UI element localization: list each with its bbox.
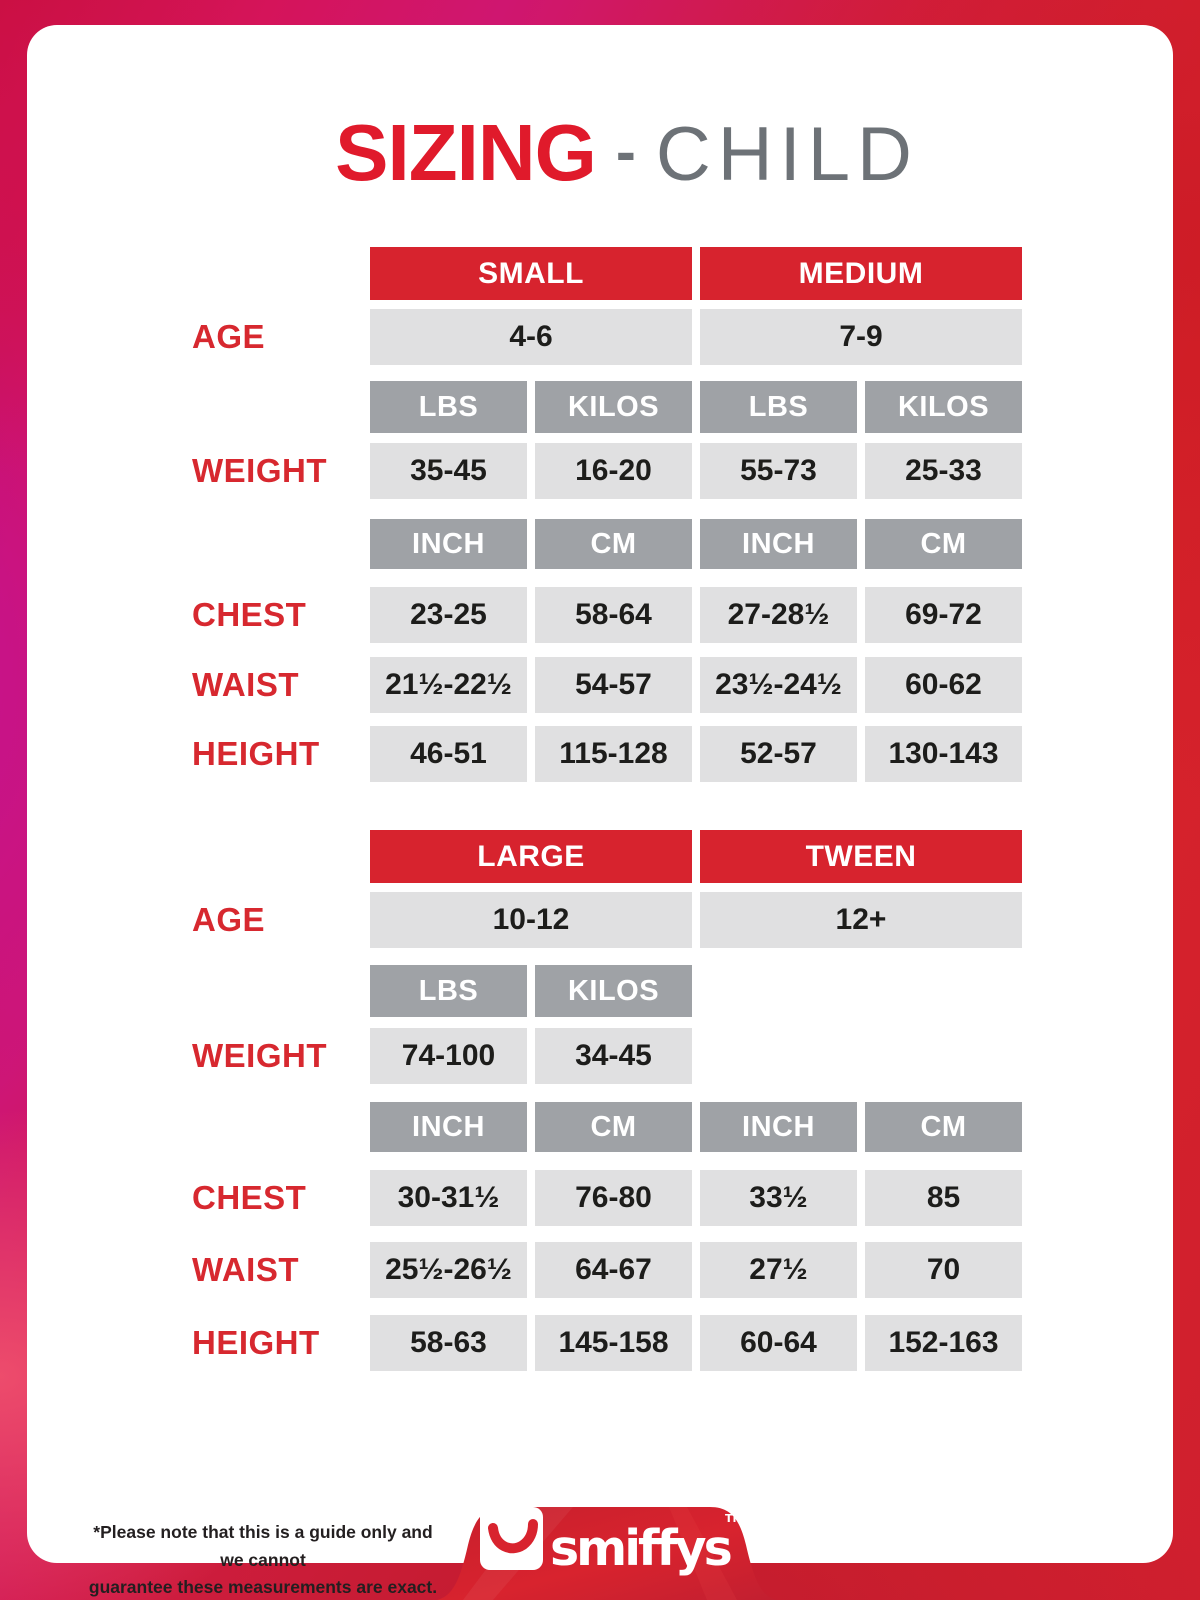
unit-header-cm: CM [865, 519, 1022, 569]
size-header-tween: TWEEN [700, 830, 1022, 883]
row-label-age: AGE [192, 901, 266, 938]
table1-waist-row: WAIST 21½-22½ 54-57 23½-24½ 60-62 [192, 657, 1022, 713]
table2-weight-row: WEIGHT 74-100 34-45 [192, 1028, 1022, 1084]
row-label-weight: WEIGHT [192, 452, 327, 489]
unit-header-kilos: KILOS [865, 381, 1022, 433]
size-header-small: SMALL [370, 247, 692, 300]
table1-weight-row: WEIGHT 35-45 16-20 55-73 25-33 [192, 443, 1022, 499]
title-sizing: SIZING [335, 108, 597, 197]
table2-height-row: HEIGHT 58-63 145-158 60-64 152-163 [192, 1315, 1022, 1371]
table2-size-header-row: LARGE TWEEN [192, 830, 1022, 883]
height-cell: 58-63 [370, 1315, 527, 1371]
table2-age-row: AGE 10-12 12+ [192, 892, 1022, 948]
smile-icon [480, 1507, 543, 1570]
chest-cell: 23-25 [370, 587, 527, 643]
waist-cell: 25½-26½ [370, 1242, 527, 1298]
height-cell: 152-163 [865, 1315, 1022, 1371]
table1-chest-row: CHEST 23-25 58-64 27-28½ 69-72 [192, 587, 1022, 643]
unit-header-cm: CM [535, 1102, 692, 1152]
weight-cell: 74-100 [370, 1028, 527, 1084]
table1-age-row: AGE 4-6 7-9 [192, 309, 1022, 365]
size-header-large: LARGE [370, 830, 692, 883]
table2-weight-unit-row: LBS KILOS [192, 965, 1022, 1017]
spacer [192, 830, 362, 883]
unit-header-lbs: LBS [370, 965, 527, 1017]
unit-header-inch: INCH [370, 1102, 527, 1152]
row-label-chest: CHEST [192, 596, 307, 633]
row-label-waist: WAIST [192, 1251, 299, 1288]
sizing-card: SIZING - CHILD SMALL MEDIUM AGE 4-6 7-9 … [27, 25, 1173, 1597]
unit-header-cm: CM [535, 519, 692, 569]
unit-header-kilos: KILOS [535, 965, 692, 1017]
title-child: CHILD [655, 112, 919, 197]
page-title: SIZING - CHILD [27, 107, 1200, 199]
height-cell: 52-57 [700, 726, 857, 782]
age-cell: 12+ [700, 892, 1022, 948]
row-label-age: AGE [192, 318, 266, 355]
unit-header-kilos: KILOS [535, 381, 692, 433]
disclaimer-note: *Please note that this is a guide only a… [85, 1519, 441, 1600]
spacer [192, 247, 362, 300]
unit-header-lbs: LBS [370, 381, 527, 433]
spacer [192, 965, 362, 1017]
table2-chest-row: CHEST 30-31½ 76-80 33½ 85 [192, 1170, 1022, 1226]
waist-cell: 21½-22½ [370, 657, 527, 713]
unit-header-inch: INCH [370, 519, 527, 569]
weight-cell: 34-45 [535, 1028, 692, 1084]
smiffys-wordmark: smiffys [550, 1520, 731, 1577]
unit-header-lbs: LBS [700, 381, 857, 433]
title-separator: - [615, 118, 636, 185]
height-cell: 130-143 [865, 726, 1022, 782]
waist-cell: 27½ [700, 1242, 857, 1298]
weight-cell: 25-33 [865, 443, 1022, 499]
spacer [192, 519, 362, 569]
spacer [192, 381, 362, 433]
waist-cell: 60-62 [865, 657, 1022, 713]
height-cell: 46-51 [370, 726, 527, 782]
unit-header-inch: INCH [700, 1102, 857, 1152]
chest-cell: 33½ [700, 1170, 857, 1226]
height-cell: 145-158 [535, 1315, 692, 1371]
row-label-weight: WEIGHT [192, 1037, 327, 1074]
table2-waist-row: WAIST 25½-26½ 64-67 27½ 70 [192, 1242, 1022, 1298]
row-label-waist: WAIST [192, 666, 299, 703]
weight-cell: 16-20 [535, 443, 692, 499]
chest-cell: 58-64 [535, 587, 692, 643]
waist-cell: 54-57 [535, 657, 692, 713]
chest-cell: 30-31½ [370, 1170, 527, 1226]
disclaimer-line-1: *Please note that this is a guide only a… [93, 1522, 433, 1570]
age-cell: 7-9 [700, 309, 1022, 365]
table1-weight-unit-row: LBS KILOS LBS KILOS [192, 381, 1022, 433]
age-cell: 10-12 [370, 892, 692, 948]
chest-cell: 27-28½ [700, 587, 857, 643]
unit-header-cm: CM [865, 1102, 1022, 1152]
disclaimer-line-2: guarantee these measurements are exact. [88, 1577, 438, 1598]
height-cell: 60-64 [700, 1315, 857, 1371]
smiffys-logo-badge: smiffys TM [437, 1507, 777, 1600]
table1-dim-unit-row: INCH CM INCH CM [192, 519, 1022, 569]
weight-cell: 55-73 [700, 443, 857, 499]
row-label-height: HEIGHT [192, 735, 320, 772]
height-cell: 115-128 [535, 726, 692, 782]
chest-cell: 76-80 [535, 1170, 692, 1226]
row-label-chest: CHEST [192, 1179, 307, 1216]
waist-cell: 70 [865, 1242, 1022, 1298]
unit-header-inch: INCH [700, 519, 857, 569]
weight-cell: 35-45 [370, 443, 527, 499]
age-cell: 4-6 [370, 309, 692, 365]
waist-cell: 23½-24½ [700, 657, 857, 713]
chest-cell: 69-72 [865, 587, 1022, 643]
table1-size-header-row: SMALL MEDIUM [192, 247, 1022, 300]
trademark-symbol: TM [725, 1512, 743, 1525]
chest-cell: 85 [865, 1170, 1022, 1226]
row-label-height: HEIGHT [192, 1324, 320, 1361]
spacer [192, 1102, 362, 1152]
waist-cell: 64-67 [535, 1242, 692, 1298]
size-header-medium: MEDIUM [700, 247, 1022, 300]
table2-dim-unit-row: INCH CM INCH CM [192, 1102, 1022, 1152]
table1-height-row: HEIGHT 46-51 115-128 52-57 130-143 [192, 726, 1022, 782]
